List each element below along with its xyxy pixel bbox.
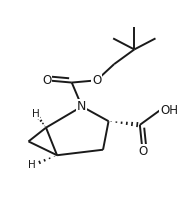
Text: H: H [28, 160, 36, 170]
Text: O: O [42, 74, 52, 87]
Text: O: O [92, 74, 101, 87]
Text: O: O [138, 145, 147, 158]
Text: H: H [32, 109, 40, 119]
Text: OH: OH [160, 104, 178, 117]
Text: N: N [77, 100, 86, 113]
